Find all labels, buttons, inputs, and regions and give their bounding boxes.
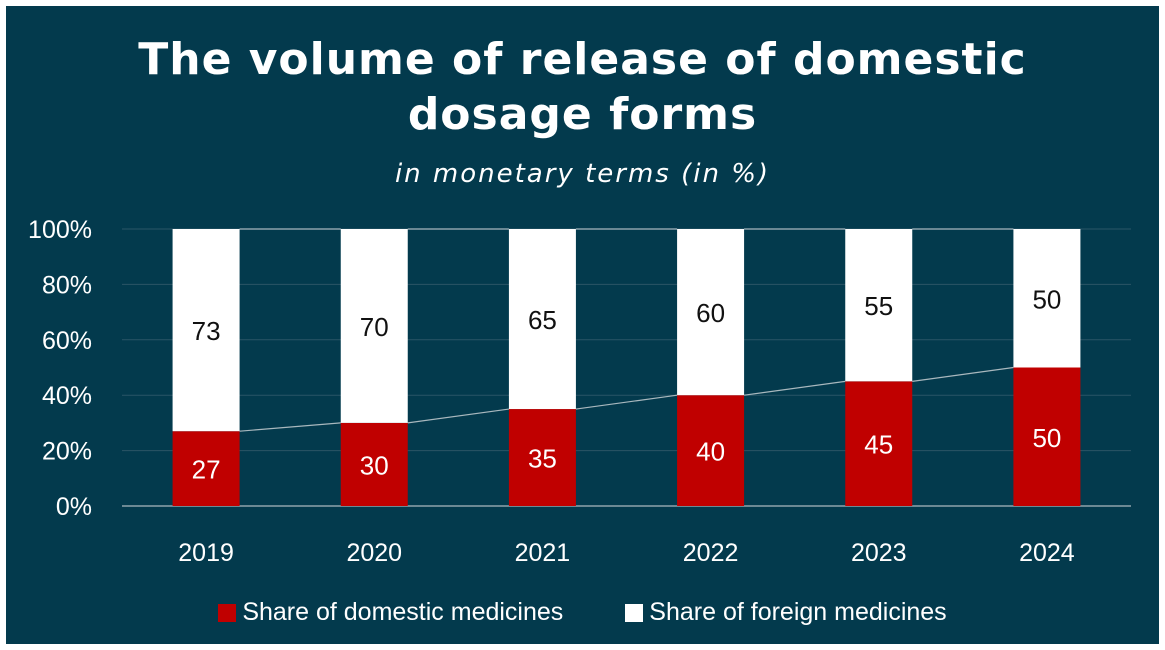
y-tick-label: 20% <box>42 438 92 466</box>
series-line-domestic <box>239 422 341 432</box>
y-tick-label: 0% <box>56 493 92 521</box>
x-tick-label: 2023 <box>851 539 907 567</box>
y-tick-label: 100% <box>28 216 92 244</box>
bar-domestic <box>508 409 576 506</box>
data-label-domestic: 50 <box>1032 423 1061 453</box>
y-tick-label: 40% <box>42 382 92 410</box>
data-label-foreign: 65 <box>528 305 557 335</box>
bar-foreign <box>508 229 576 410</box>
legend-label-domestic: Share of domestic medicines <box>242 598 564 626</box>
chart-title: The volume of release of domestic dosage… <box>6 32 1159 142</box>
bar-foreign <box>845 229 913 382</box>
legend-swatch-foreign <box>625 603 644 622</box>
chart-plot-area: 0% 20% 40% 60% 80% 100% 27 73 2019 30 70 2020 35 65 20… <box>28 216 1131 567</box>
bar-domestic <box>845 381 913 506</box>
data-label-foreign: 60 <box>696 298 725 328</box>
legend-label-foreign: Share of foreign medicines <box>649 598 947 626</box>
chart-subtitle: in monetary terms (in %) <box>394 159 771 189</box>
bar-foreign <box>172 229 240 432</box>
x-tick-label: 2022 <box>683 539 739 567</box>
y-tick-label: 60% <box>42 327 92 355</box>
bar-foreign <box>1013 229 1081 368</box>
data-label-domestic: 30 <box>360 450 389 480</box>
x-tick-label: 2021 <box>515 539 571 567</box>
data-label-foreign: 73 <box>192 316 221 346</box>
legend-swatch-domestic <box>218 603 237 622</box>
x-tick-label: 2020 <box>346 539 402 567</box>
legend-item-foreign: Share of foreign medicines <box>625 598 947 627</box>
chart-panel: The volume of release of domestic dosage… <box>6 6 1159 644</box>
chart-legend: Share of domestic medicines Share of for… <box>6 598 1159 627</box>
chart-title-line-1: The volume of release of domestic <box>138 34 1027 85</box>
bar-domestic <box>340 422 408 506</box>
data-label-foreign: 50 <box>1032 284 1061 314</box>
data-label-foreign: 55 <box>864 291 893 321</box>
data-label-domestic: 45 <box>864 430 893 460</box>
data-label-domestic: 35 <box>528 444 557 474</box>
bar-foreign <box>340 229 408 423</box>
series-line-domestic <box>912 366 1014 382</box>
bar-domestic <box>677 395 745 506</box>
legend-item-domestic: Share of domestic medicines <box>218 598 563 627</box>
data-label-domestic: 27 <box>192 455 221 485</box>
data-label-foreign: 70 <box>360 312 389 342</box>
bar-domestic <box>1013 367 1081 506</box>
bar-foreign <box>677 229 745 396</box>
series-line-domestic <box>575 394 678 410</box>
x-tick-label: 2019 <box>178 539 234 567</box>
y-tick-label: 80% <box>42 271 92 299</box>
bar-domestic <box>172 431 240 506</box>
chart-title-line-2: dosage forms <box>407 89 758 140</box>
x-tick-label: 2024 <box>1019 539 1075 567</box>
data-label-domestic: 40 <box>696 437 725 467</box>
series-line-domestic <box>744 380 846 396</box>
series-line-domestic <box>407 408 509 424</box>
